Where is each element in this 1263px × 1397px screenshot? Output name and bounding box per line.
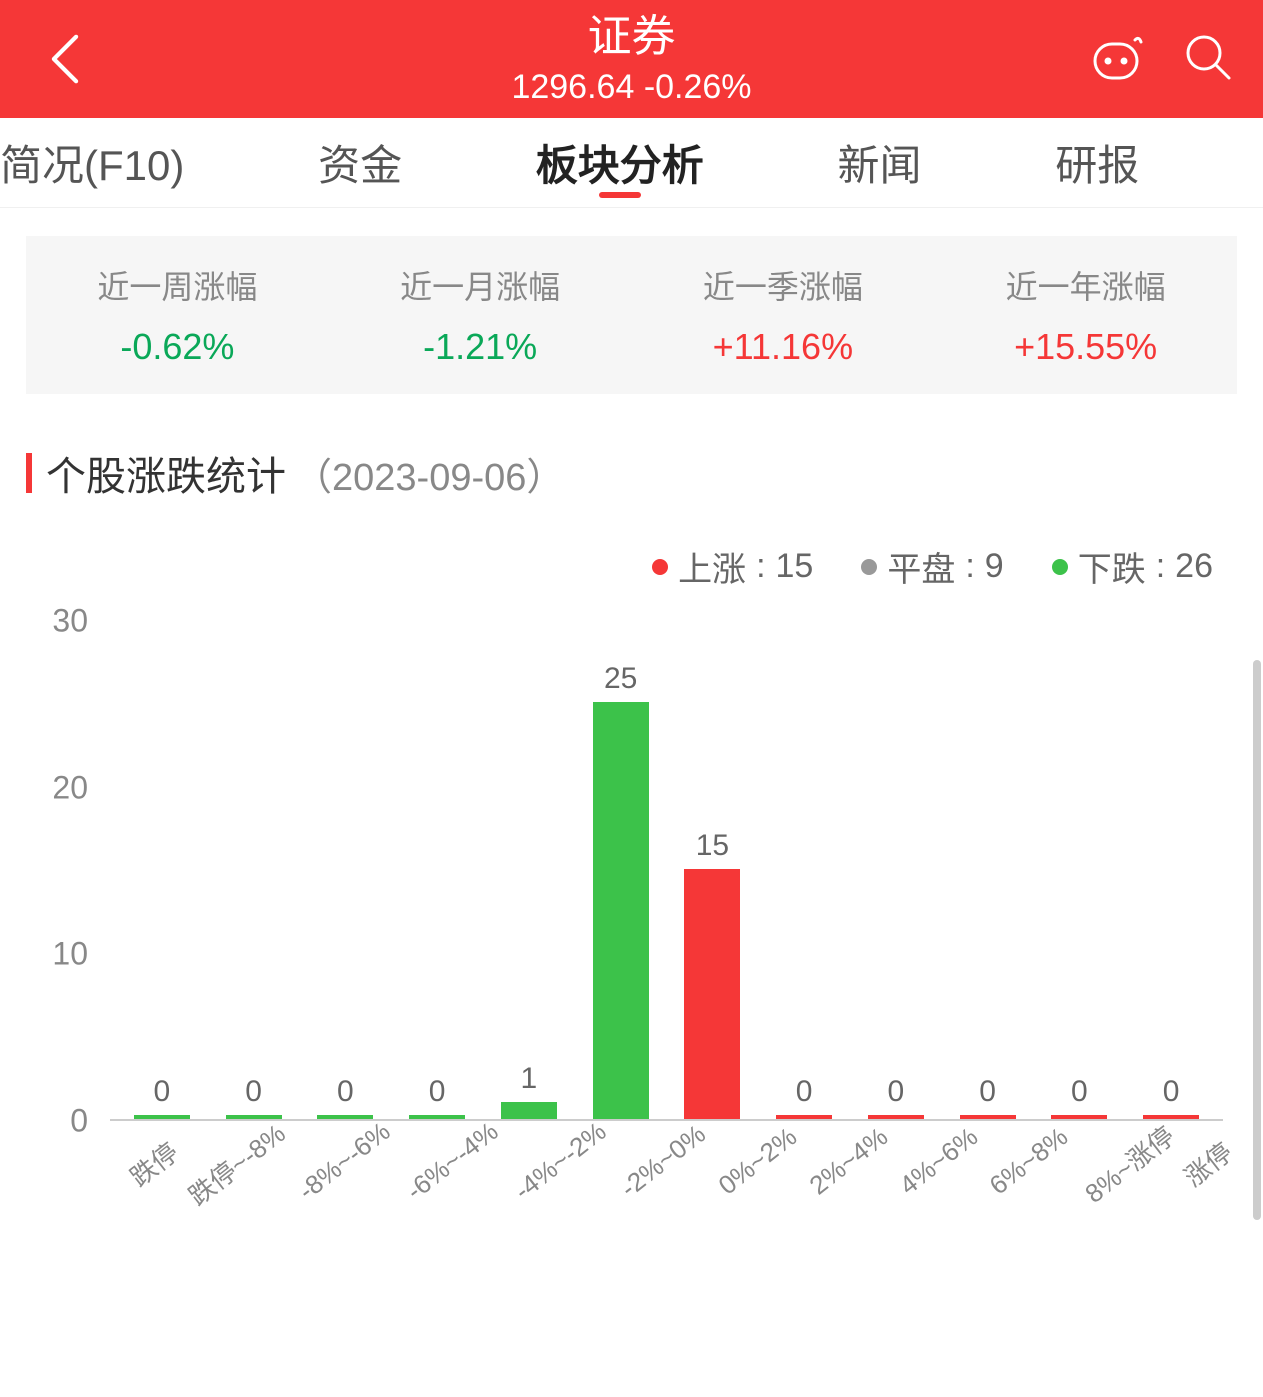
bar: [868, 1115, 924, 1119]
bar: [960, 1115, 1016, 1119]
stat-month: 近一月涨幅 -1.21%: [329, 262, 632, 368]
stat-label: 近一周涨幅: [26, 262, 329, 308]
x-axis-labels: 跌停跌停~-8%-8%~-6%-6%~-4%-4%~-2%-2%~0%0%~2%…: [110, 1131, 1223, 1241]
bar-column: 0: [1125, 621, 1217, 1119]
tab-sector[interactable]: 板块分析: [516, 118, 724, 208]
legend-value: 9: [985, 547, 1004, 586]
tab-more[interactable]: [1253, 118, 1263, 208]
page-title: 证券: [511, 11, 751, 64]
header-title-block: 证券 1296.64 -0.26%: [511, 11, 751, 107]
robot-icon[interactable]: [1089, 32, 1143, 87]
legend-value: 26: [1175, 547, 1213, 586]
legend-dot-up: [652, 559, 668, 575]
back-icon[interactable]: [40, 34, 90, 84]
legend-label: 上涨: [678, 542, 746, 591]
bar-value: 0: [888, 1075, 905, 1109]
stat-week: 近一周涨幅 -0.62%: [26, 262, 329, 368]
index-change: -0.26%: [644, 68, 752, 106]
y-tick: 30: [52, 603, 88, 640]
performance-stats: 近一周涨幅 -0.62% 近一月涨幅 -1.21% 近一季涨幅 +11.16% …: [26, 236, 1237, 394]
stat-year: 近一年涨幅 +15.55%: [934, 262, 1237, 368]
bar-column: 0: [850, 621, 942, 1119]
bar-column: 0: [116, 621, 208, 1119]
plot-area: 0 0 0 0 1 25 15 0 0 0 0 0: [110, 621, 1223, 1121]
scrollbar-thumb[interactable]: [1253, 660, 1261, 1220]
bar: [1143, 1115, 1199, 1119]
bar-column: 0: [391, 621, 483, 1119]
stat-label: 近一季涨幅: [632, 262, 935, 308]
bar-column: 0: [1034, 621, 1126, 1119]
tab-news[interactable]: 新闻: [818, 118, 942, 208]
tab-bar: 简况(F10) 资金 板块分析 新闻 研报: [0, 118, 1263, 208]
legend-flat: 平盘: 9: [861, 542, 1003, 591]
legend-value: 15: [776, 547, 814, 586]
tab-funds[interactable]: 资金: [298, 118, 422, 208]
legend-label: 平盘: [887, 542, 955, 591]
bar: [684, 869, 740, 1119]
stat-label: 近一年涨幅: [934, 262, 1237, 308]
legend-label: 下跌: [1078, 542, 1146, 591]
y-axis: 0102030: [30, 601, 100, 1121]
index-value: 1296.64: [511, 68, 634, 106]
stat-value: +15.55%: [934, 326, 1237, 368]
legend-up: 上涨: 15: [652, 542, 813, 591]
bar-value: 0: [154, 1075, 171, 1109]
bar-column: 15: [667, 621, 759, 1119]
y-tick: 10: [52, 936, 88, 973]
section-date: （2023-09-06）: [294, 446, 564, 501]
header-subtitle: 1296.64 -0.26%: [511, 68, 751, 107]
section-title-text: 个股涨跌统计: [46, 444, 286, 502]
stat-value: +11.16%: [632, 326, 935, 368]
bar-value: 0: [429, 1075, 446, 1109]
y-tick: 20: [52, 769, 88, 806]
bar-value: 0: [337, 1075, 354, 1109]
bar-value: 0: [1071, 1075, 1088, 1109]
section-accent-bar: [26, 453, 32, 493]
tab-research[interactable]: 研报: [1035, 118, 1159, 208]
bar: [1051, 1115, 1107, 1119]
bar-column: 1: [483, 621, 575, 1119]
legend-dot-down: [1052, 559, 1068, 575]
bar: [409, 1115, 465, 1119]
distribution-chart: 0 10 20 30 0 0 0 0 1 25 15 0 0 0 0 0 跌停跌停~-8%-8%~-6%-6…: [30, 601, 1233, 1241]
bar-column: 0: [300, 621, 392, 1119]
tab-profile[interactable]: 简况(F10): [0, 118, 204, 208]
bar: [134, 1115, 190, 1119]
chevron-left-icon: [48, 34, 82, 84]
bar-value: 0: [796, 1075, 813, 1109]
section-header: 个股涨跌统计 （2023-09-06）: [26, 444, 1263, 502]
bar-value: 0: [979, 1075, 996, 1109]
bar: [501, 1102, 557, 1119]
bar-value: 0: [1163, 1075, 1180, 1109]
bar: [776, 1115, 832, 1119]
y-tick: 0: [70, 1103, 88, 1140]
legend-dot-flat: [861, 559, 877, 575]
bars-container: 0 0 0 0 1 25 15 0 0 0 0 0: [110, 621, 1223, 1119]
bar: [317, 1115, 373, 1119]
stat-value: -0.62%: [26, 326, 329, 368]
bar-column: 0: [942, 621, 1034, 1119]
header-actions: [1089, 32, 1233, 87]
stat-quarter: 近一季涨幅 +11.16%: [632, 262, 935, 368]
legend-down: 下跌: 26: [1052, 542, 1213, 591]
bar: [593, 702, 649, 1119]
stat-value: -1.21%: [329, 326, 632, 368]
chart-legend: 上涨: 15 平盘: 9 下跌: 26: [0, 542, 1213, 591]
bar-value: 1: [521, 1062, 538, 1096]
search-icon[interactable]: [1183, 32, 1233, 87]
bar-column: 25: [575, 621, 667, 1119]
bar-column: 0: [758, 621, 850, 1119]
header-bar: 证券 1296.64 -0.26%: [0, 0, 1263, 118]
bar-value: 0: [245, 1075, 262, 1109]
bar-value: 15: [696, 829, 729, 863]
stat-label: 近一月涨幅: [329, 262, 632, 308]
bar-value: 25: [604, 662, 637, 696]
bar-column: 0: [208, 621, 300, 1119]
